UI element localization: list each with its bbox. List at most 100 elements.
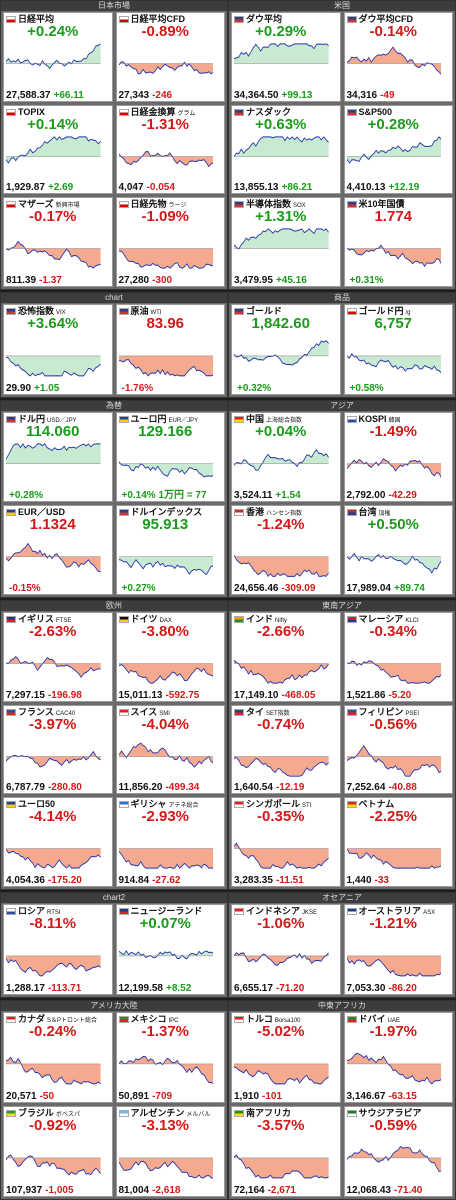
- market-card[interactable]: 半導体指数 SOX +1.31% 3,479.95 +45.16: [231, 197, 341, 287]
- card-grid: ドル円 USD／JPY 114.060 +0.28% ユーロ円 EUR／JPY 129.16…: [3, 412, 225, 595]
- market-card[interactable]: TOPIX +0.14% 1,929.87 +2.69: [3, 104, 113, 195]
- market-card[interactable]: 台湾 加権 +0.50% 17,989.04 +89.74: [343, 505, 453, 595]
- price-change: +66.11: [53, 89, 84, 101]
- sparkline: [118, 1157, 214, 1179]
- market-card[interactable]: トルコ Borsa100 -5.02% 1,910 -101: [231, 1012, 341, 1103]
- flag-icon: [234, 108, 244, 116]
- market-card[interactable]: フィリピン PSEI -0.56% 7,252.64 -40.88: [343, 704, 453, 795]
- market-subname: Borsa100: [274, 1018, 301, 1024]
- market-card[interactable]: ドバイ UAE -1.97% 3,146.67 -63.15: [343, 1012, 453, 1103]
- market-name: ギリシャ アテネ総合: [118, 799, 199, 811]
- market-card[interactable]: スイス SMI -4.04% 11,856.20 -499.34: [115, 704, 225, 795]
- market-card[interactable]: S&P500 +0.28% 4,410.13 +12.19: [343, 104, 453, 195]
- market-name-text: ゴールド円: [358, 306, 404, 316]
- market-name: S&P500: [346, 107, 395, 119]
- flag-icon: [346, 201, 357, 209]
- market-card[interactable]: 日経平均 +0.24% 27,588.37 +66.11: [3, 12, 113, 102]
- market-name: スイス SMI: [118, 707, 170, 719]
- price-value: 11,856.20: [118, 782, 163, 794]
- market-card[interactable]: ベトナム -2.25% 1,440 -33: [343, 797, 453, 887]
- market-card[interactable]: ロシア RTSI -8.11% 1,288.17 -113.71: [3, 904, 113, 995]
- market-card[interactable]: 恐怖指数 VIX +3.64% 29.90 +1.05: [3, 304, 113, 395]
- section-chart: chart 恐怖指数 VIX +3.64% 29.90 +1.05 原油 WTI 83.96 -…: [0, 292, 228, 398]
- market-card[interactable]: ドル円 USD／JPY 114.060 +0.28%: [3, 412, 113, 502]
- market-card[interactable]: ドイツ DAX -3.80% 15,011.13 -592.75: [115, 612, 225, 702]
- flag-icon: [234, 908, 244, 916]
- market-card[interactable]: EUR／USD 1.1324 -0.15%: [3, 505, 113, 595]
- market-card[interactable]: 中国 上海総合指数 +0.04% 3,524.11 +1.54: [231, 412, 341, 502]
- price-change: +8.52: [166, 983, 192, 994]
- market-card[interactable]: イギリス FTSE -2.63% 7,297.15 -196.98: [3, 612, 113, 702]
- market-name-text: ロシア: [18, 906, 46, 916]
- market-name: 半導体指数 SOX: [234, 199, 306, 211]
- sparkline-area: [346, 353, 442, 374]
- sparkline-line: [6, 356, 101, 377]
- price-change: -1,005: [45, 1185, 74, 1196]
- market-card[interactable]: ニュージーランド +0.07% 12,199.58 +8.52: [115, 904, 225, 995]
- price-value: 34,316: [346, 89, 378, 101]
- market-card[interactable]: ゴールド円/g 6,757 +0.58%: [343, 304, 453, 395]
- price-line: 3,283.35 -11.51: [234, 875, 304, 886]
- price-line: 7,297.15 -196.98: [6, 690, 82, 701]
- market-card[interactable]: 南アフリカ -3.57% 72,164 -2,671: [231, 1106, 341, 1197]
- market-card[interactable]: 原油 WTI 83.96 -1.76%: [115, 304, 225, 395]
- market-name: 香港 ハンセン指数: [234, 507, 302, 519]
- market-card[interactable]: 米10年国債 1.774 +0.31%: [343, 197, 453, 287]
- price-line: 27,343 -246: [119, 90, 173, 101]
- market-card[interactable]: タイ SET指数 -0.74% 1,640.54 -12.19: [231, 704, 341, 795]
- market-card[interactable]: 日経平均CFD -0.89% 27,343 -246: [115, 12, 225, 102]
- flag-icon: [6, 1110, 16, 1118]
- market-card[interactable]: 日経先物 ラージ -1.09% 27,280 -300: [115, 197, 225, 287]
- market-subname: SET指数: [266, 710, 290, 717]
- sparkline-area: [6, 751, 101, 767]
- market-card[interactable]: フランス CAC40 -3.97% 6,787.79 -280.80: [3, 704, 113, 795]
- market-card[interactable]: 日経金換算 グラム -1.31% 4,047 -0.054: [115, 104, 225, 195]
- market-card[interactable]: カナダ S＆Pトロント総合 -0.24% 20,571 -50: [3, 1012, 113, 1103]
- price-change: +2.69: [47, 182, 74, 194]
- market-card[interactable]: サウジアラビア -0.59% 12,068.43 -71.40: [343, 1106, 453, 1197]
- price-line: 6,655.17 -71.20: [234, 983, 304, 994]
- price-value: 7,053.30: [346, 983, 386, 994]
- market-card[interactable]: マレーシア KLCI -0.34% 1,521.86 -5.20: [343, 612, 453, 702]
- market-name-text: TOPIX: [18, 106, 45, 117]
- price-line: -0.15%: [6, 583, 41, 594]
- market-card[interactable]: マザーズ 新興市場 -0.17% 811.39 -1.37: [3, 197, 113, 287]
- market-card[interactable]: アルゼンチン メルバル -3.13% 81,004 -2,618: [115, 1106, 225, 1197]
- flag-icon: [346, 1110, 357, 1118]
- market-card[interactable]: 香港 ハンセン指数 -1.24% 24,656.46 -309.09: [231, 505, 341, 595]
- market-subname: SOX: [293, 203, 306, 210]
- market-card[interactable]: インド Nifty -2.66% 17,149.10 -468.05: [231, 612, 341, 702]
- market-name-text: ゴールド: [246, 306, 283, 316]
- market-card[interactable]: オーストラリア ASX -1.21% 7,053.30 -86.20: [343, 904, 453, 995]
- market-name-text: ダウ平均: [246, 14, 283, 24]
- market-card[interactable]: インドネシア JKSE -1.06% 6,655.17 -71.20: [231, 904, 341, 995]
- market-card[interactable]: シンガポール STI -0.35% 3,283.35 -11.51: [231, 797, 341, 887]
- market-card[interactable]: KOSPI 韓国 -1.49% 2,792.00 -42.29: [343, 412, 453, 502]
- sparkline-area: [118, 461, 214, 477]
- market-card[interactable]: ユーロ円 EUR／JPY 129.166 +0.14% 1万円 = 77: [115, 412, 225, 502]
- change-percent: -0.89%: [141, 23, 190, 40]
- flag-icon: [6, 908, 16, 916]
- market-card[interactable]: ユーロ50 -4.14% 4,054.36 -175.20: [3, 797, 113, 887]
- change-percent: -0.74%: [256, 715, 305, 733]
- market-name-text: ベトナム: [358, 799, 395, 810]
- card-grid: インドネシア JKSE -1.06% 6,655.17 -71.20 オーストラリア ASX…: [231, 904, 453, 995]
- market-card[interactable]: ブラジル ボベスパ -0.92% 107,937 -1,005: [3, 1106, 113, 1197]
- sparkline-line: [234, 756, 329, 777]
- market-card[interactable]: メキシコ IPC -1.37% 50,891 -709: [115, 1012, 225, 1103]
- market-name-text: シンガポール: [246, 799, 301, 810]
- sparkline-area: [6, 543, 101, 572]
- price-change: -86.20: [388, 983, 417, 994]
- price-change: -1.37: [39, 274, 62, 286]
- market-card[interactable]: ダウ平均 +0.29% 34,364.50 +99.13: [231, 12, 341, 102]
- market-card[interactable]: ドルインデックス 95.913 +0.27%: [115, 505, 225, 595]
- market-card[interactable]: ギリシャ アテネ総合 -2.93% 914.84 -27.62: [115, 797, 225, 887]
- sparkline: [118, 950, 214, 960]
- market-card[interactable]: ダウ平均CFD -0.14% 34,316 -49: [343, 12, 453, 102]
- market-card[interactable]: ゴールド 1,842.60 +0.32%: [231, 304, 341, 395]
- sparkline-area: [118, 663, 214, 684]
- market-card[interactable]: ナスダック +0.63% 13,855.13 +86.21: [231, 104, 341, 195]
- market-name: ドルインデックス: [118, 507, 205, 519]
- section-title: chart2: [1, 893, 227, 903]
- sparkline-area: [346, 553, 442, 573]
